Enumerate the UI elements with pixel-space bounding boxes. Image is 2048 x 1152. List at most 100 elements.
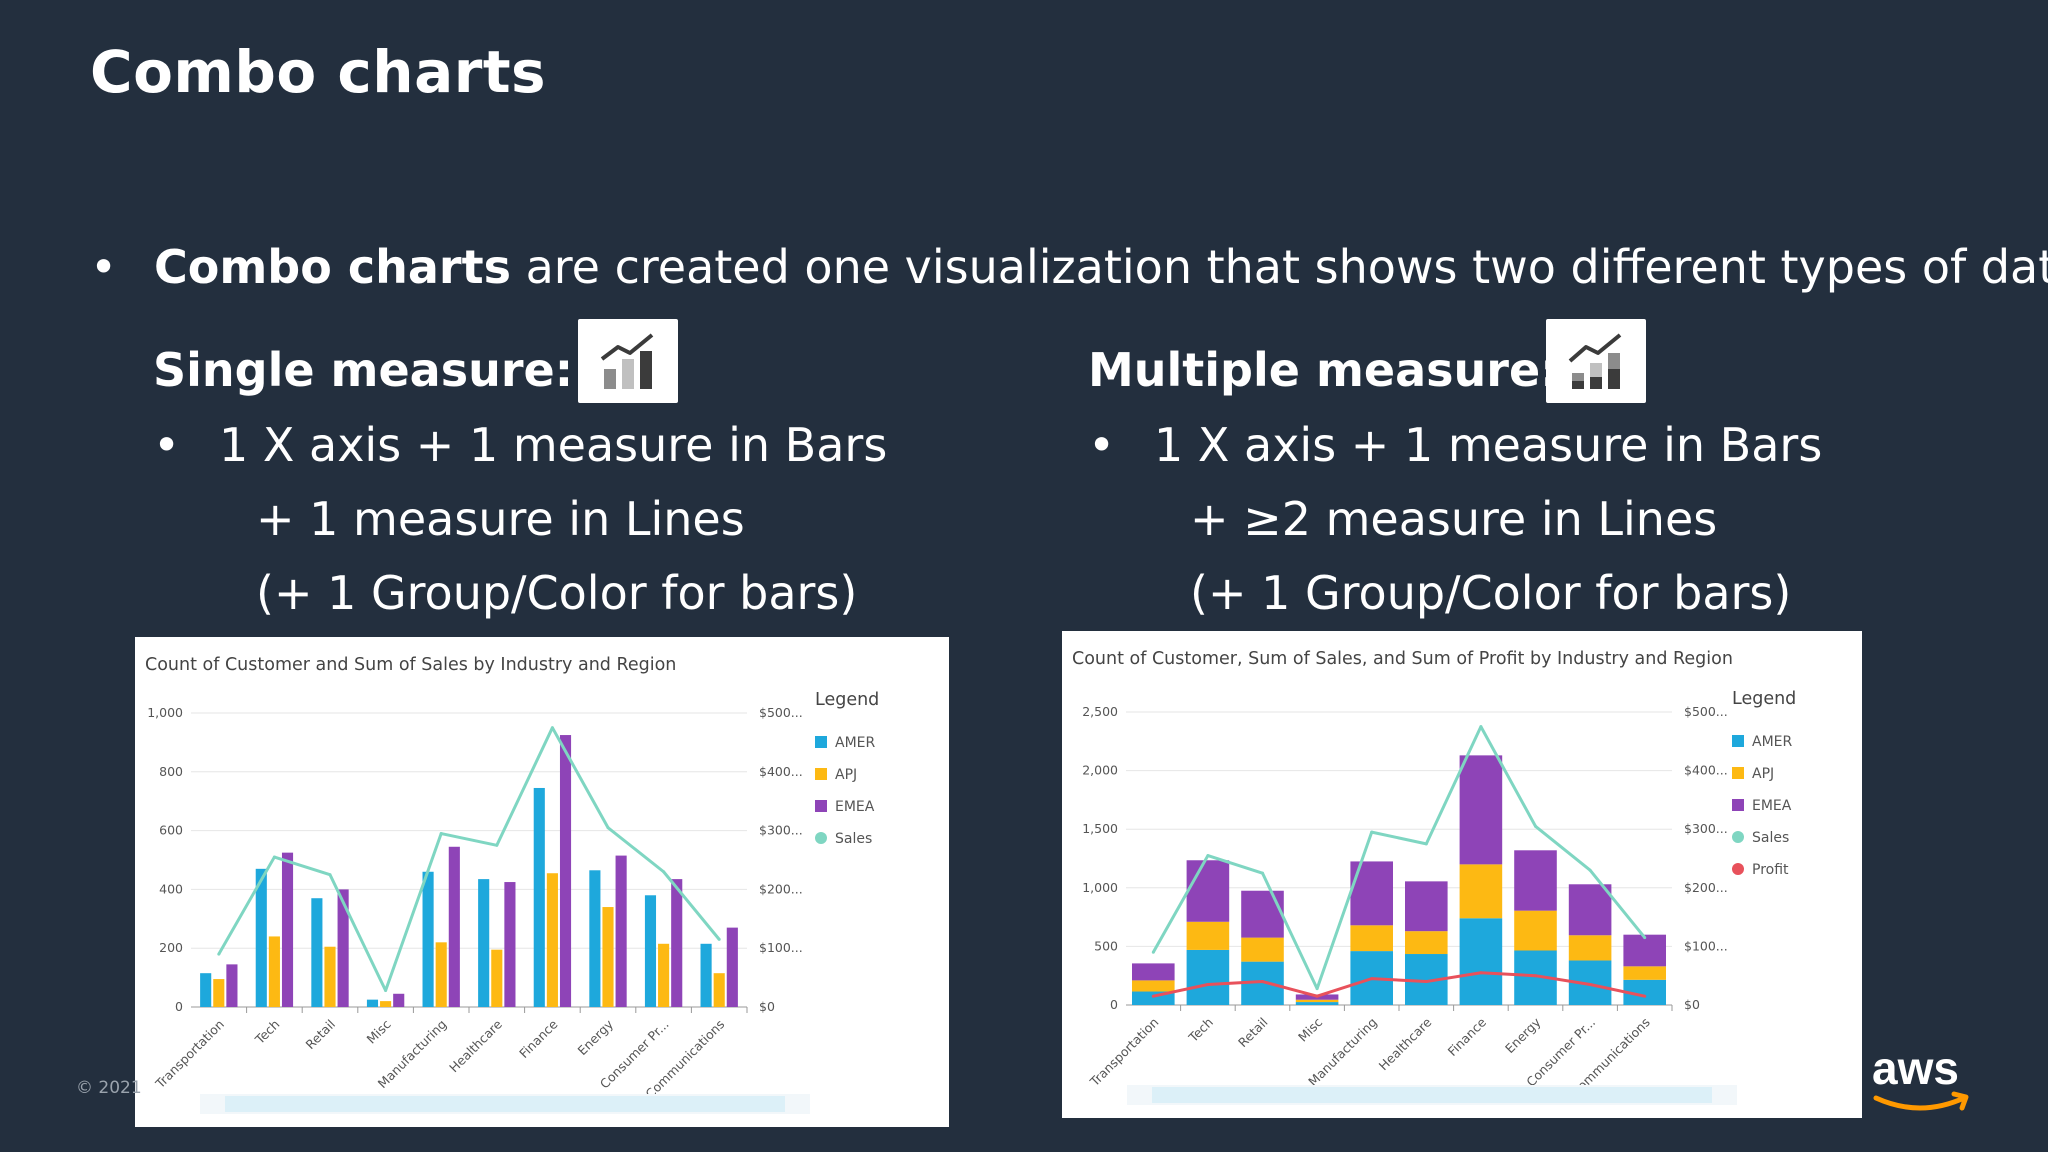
point-sales [495,843,499,847]
bullet-dot: • [153,418,181,472]
bar-emea [559,735,572,1007]
stacked-bar-line-combo-icon [1546,319,1646,403]
line-sales [1151,725,1646,991]
point-profit [1151,994,1155,998]
legend-label-amer: AMER [1752,734,1793,750]
multiple-measure-heading: Multiple measure: [1088,343,1559,397]
point-profit [1206,982,1210,986]
svg-text:aws: aws [1872,1042,1959,1094]
y2-tick-label: $300... [759,823,803,838]
bar-amer [1459,918,1503,1005]
bar-apj [658,943,670,1007]
bar-emea [1241,890,1284,938]
x-tick-label: Tech [1185,1015,1216,1046]
bar-amer [255,868,267,1007]
point-sales [272,855,276,859]
bar-apj [1350,925,1393,952]
point-profit [1479,971,1483,975]
y-tick-label: 0 [1110,997,1118,1012]
bar-emea [726,927,738,1007]
intro-text: Combo charts are created one visualizati… [154,240,2048,294]
x-tick-label: Misc [364,1016,394,1046]
y2-tick-label: $200... [1684,880,1728,895]
y2-tick-label: $500... [759,705,803,720]
y-tick-label: 2,000 [1082,763,1118,778]
legend-swatch-profit [1732,863,1744,875]
legend-label-sales: Sales [1752,830,1789,846]
legend-swatch-apj [815,768,827,780]
bar-amer [478,879,490,1007]
legend-swatch-sales [1732,831,1744,843]
y2-tick-label: $200... [759,881,803,896]
multiple-line1-text: 1 X axis + 1 measure in Bars [1154,418,1823,472]
y2-tick-label: $100... [759,940,803,955]
point-sales [1424,842,1428,846]
scrollbar-thumb [1152,1087,1712,1103]
bar-emea [1623,934,1666,967]
y-tick-label: 1,500 [1082,821,1118,836]
bullet-dot: • [1088,418,1116,472]
chart-title: Count of Customer and Sum of Sales by In… [145,655,676,675]
bar-amer [1186,949,1230,1005]
legend-label-emea: EMEA [835,799,875,815]
legend-swatch-apj [1732,767,1744,779]
bar-line-combo-icon [578,319,678,403]
bar-apj [1623,966,1666,980]
point-sales [1643,936,1647,940]
x-tick-label: Energy [1502,1014,1544,1056]
x-tick-label: Retail [303,1017,339,1053]
bar-apj [268,936,280,1007]
point-profit [1370,977,1374,981]
bar-emea [1132,963,1175,981]
y-tick-label: 1,000 [147,705,183,720]
bar-apj [1186,921,1230,950]
legend-title: Legend [1732,689,1796,709]
x-tick-label: Finance [516,1016,561,1061]
multiple-line2: + ≥2 measure in Lines [1190,492,1718,546]
y2-tick-label: $0 [1684,997,1700,1012]
bar-emea [671,879,683,1007]
point-sales [606,826,610,830]
point-sales [384,989,388,993]
line-sales [217,726,721,993]
legend-label-amer: AMER [835,735,876,751]
legend-swatch-emea [815,800,827,812]
multiple-line3: (+ 1 Group/Color for bars) [1190,566,1792,620]
bar-apj [435,942,447,1007]
point-sales [1261,871,1264,875]
bar-emea [1405,881,1448,932]
bar-apj [213,979,225,1007]
bar-amer [366,999,379,1007]
point-sales [1206,854,1210,858]
bar-apj [713,973,725,1007]
slide-title: Combo charts [90,38,547,106]
bar-apj [1405,931,1448,955]
legend-label-apj: APJ [835,767,857,783]
bar-emea [504,882,516,1007]
bar-emea [226,964,238,1007]
bar-emea [1514,850,1557,911]
bar-amer [311,898,323,1007]
single-line3: (+ 1 Group/Color for bars) [256,566,858,620]
stacked-combo-chart: Count of Customer, Sum of Sales, and Sum… [1062,631,1862,1118]
y2-tick-label: $0 [759,999,775,1014]
bullet-dot: • [90,240,118,294]
chart-svg: Count of Customer, Sum of Sales, and Sum… [1072,649,1796,1105]
legend-title: Legend [815,690,879,710]
point-sales [439,832,443,836]
y-tick-label: 600 [159,823,183,838]
bar-amer [589,870,601,1007]
y-tick-label: 2,500 [1082,704,1118,719]
bar-apj [380,1001,392,1007]
y2-tick-label: $400... [1684,763,1728,778]
y2-tick-label: $300... [1684,821,1728,836]
intro-rest: are created one visualization that shows… [510,240,2048,294]
point-profit [1588,982,1592,986]
point-sales [1588,868,1592,872]
bar-emea [615,855,627,1007]
y2-tick-label: $400... [759,764,803,779]
legend-label-sales: Sales [835,831,872,847]
point-profit [1534,974,1537,978]
x-tick-label: Healthcare [446,1016,505,1075]
y-tick-label: 500 [1094,938,1118,953]
